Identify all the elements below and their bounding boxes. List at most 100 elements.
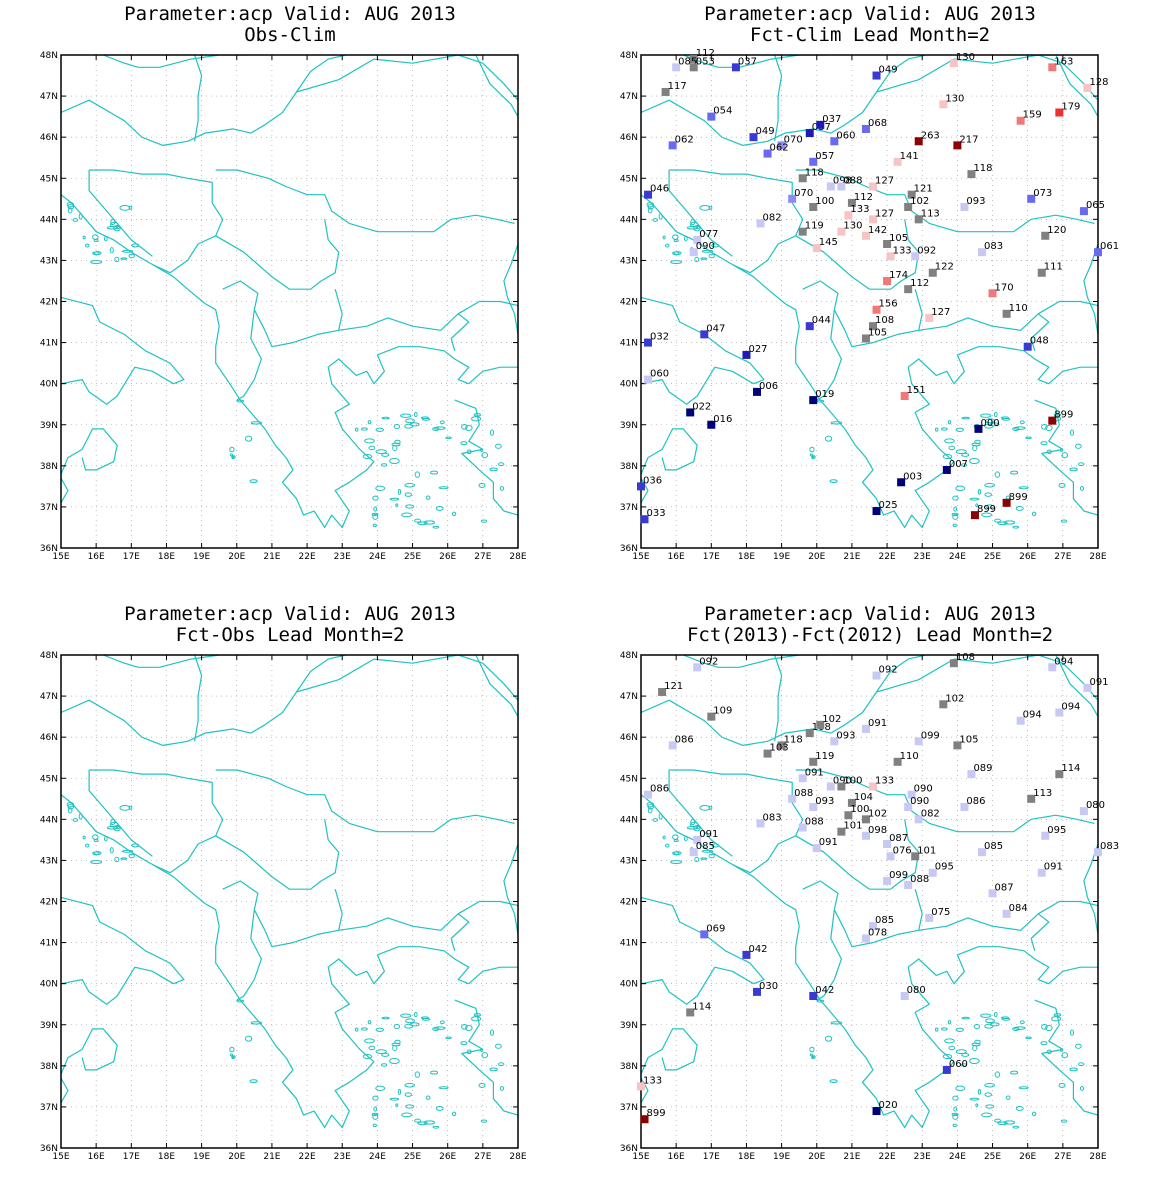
- station-value-label: 068: [868, 118, 887, 129]
- station-value-label: 263: [921, 130, 940, 141]
- station-marker: [861, 724, 870, 733]
- station-value-label: 094: [1054, 656, 1073, 667]
- lat-tick-label: 36N: [40, 1144, 58, 1154]
- station-marker: [640, 515, 649, 524]
- station-value-label: 080: [1086, 800, 1105, 811]
- station-value-label: 089: [973, 763, 992, 774]
- station-marker: [869, 782, 878, 791]
- station-marker: [953, 141, 962, 150]
- lon-tick-label: 18E: [158, 552, 175, 562]
- station-marker: [668, 141, 677, 150]
- station-value-label: 112: [696, 48, 715, 59]
- lat-tick-label: 44N: [620, 815, 638, 825]
- station-value-label: 036: [643, 475, 662, 486]
- station-value-label: 899: [1009, 492, 1028, 503]
- lon-tick-label: 21E: [843, 1152, 860, 1162]
- station-marker: [809, 157, 818, 166]
- station-marker: [977, 248, 986, 257]
- station-marker: [883, 239, 892, 248]
- lon-tick-label: 20E: [808, 1152, 825, 1162]
- station-marker: [809, 991, 818, 1000]
- map-fct-clim: 15E 16E 17E 18E 19E 20E 21E 22E 23E 24E 25E 26E 27E 2…: [620, 48, 1119, 562]
- lat-tick-label: 47N: [620, 92, 638, 102]
- lon-tick-label: 27E: [474, 552, 491, 562]
- station-marker: [1027, 794, 1036, 803]
- station-marker: [869, 182, 878, 191]
- station-value-label: 101: [843, 821, 862, 832]
- station-value-label: 027: [748, 344, 767, 355]
- lon-tick-label: 26E: [439, 1152, 456, 1162]
- station-value-label: 083: [1100, 841, 1119, 852]
- lat-tick-label: 38N: [40, 1062, 58, 1072]
- station-marker: [658, 687, 667, 696]
- map-obs-clim: 15E 16E 17E 18E 19E 20E 21E 22E 23E 24E 25E 26E 27E 2…: [40, 51, 527, 562]
- lon-tick-label: 24E: [369, 1152, 386, 1162]
- station-value-label: 092: [699, 656, 718, 667]
- station-marker: [928, 868, 937, 877]
- lon-tick-label: 20E: [228, 552, 245, 562]
- lat-tick-label: 46N: [40, 733, 58, 743]
- station-value-label: 025: [879, 500, 898, 511]
- lon-tick-label: 28E: [509, 552, 526, 562]
- lon-tick-label: 24E: [949, 1152, 966, 1162]
- station-value-label: 090: [910, 796, 929, 807]
- station-value-label: 060: [650, 369, 669, 380]
- lon-tick-label: 23E: [334, 1152, 351, 1162]
- station-value-label: 099: [921, 730, 940, 741]
- station-marker: [942, 1065, 951, 1074]
- station-value-label: 033: [647, 508, 666, 519]
- lat-tick-label: 39N: [40, 421, 58, 431]
- station-marker: [1002, 909, 1011, 918]
- station-marker: [693, 235, 702, 244]
- station-value-label: 087: [889, 833, 908, 844]
- station-value-label: 170: [995, 282, 1014, 293]
- station-value-label: 088: [805, 817, 824, 828]
- station-marker: [816, 120, 825, 129]
- station-marker: [872, 305, 881, 314]
- station-marker: [953, 741, 962, 750]
- lat-tick-label: 48N: [40, 651, 58, 661]
- station-marker: [644, 375, 653, 384]
- lon-tick-label: 23E: [914, 552, 931, 562]
- station-value-label: 098: [868, 825, 887, 836]
- panel-fct-obs: Parameter:acp Valid: AUG 2013 Fct-Obs Le…: [0, 600, 580, 1200]
- panel-subtitle: Fct(2013)-Fct(2012) Lead Month=2: [686, 624, 1054, 646]
- station-marker: [661, 87, 670, 96]
- lon-tick-label: 21E: [263, 552, 280, 562]
- station-marker: [861, 934, 870, 943]
- station-marker: [812, 844, 821, 853]
- station-marker: [1041, 831, 1050, 840]
- station-value-label: 093: [966, 196, 985, 207]
- lon-tick-label: 22E: [299, 552, 316, 562]
- station-marker: [689, 55, 698, 64]
- station-value-label: 130: [956, 52, 975, 63]
- panel-title: Parameter:acp Valid: AUG 2013: [704, 3, 1036, 25]
- lat-tick-label: 42N: [620, 298, 638, 308]
- station-value-label: 075: [931, 907, 950, 918]
- lon-tick-label: 16E: [88, 552, 105, 562]
- lon-tick-label: 18E: [158, 1152, 175, 1162]
- lon-tick-label: 27E: [474, 1152, 491, 1162]
- lon-tick-label: 20E: [808, 552, 825, 562]
- lon-tick-label: 17E: [703, 552, 720, 562]
- station-marker: [847, 798, 856, 807]
- station-marker: [1094, 248, 1102, 257]
- station-value-label: 090: [696, 241, 715, 252]
- station-value-label: 069: [706, 923, 725, 934]
- station-layer: 0920921080940911211021090940941081020910…: [637, 652, 1119, 1124]
- station-marker: [988, 289, 997, 298]
- lon-tick-label: 15E: [52, 552, 69, 562]
- station-value-label: 899: [977, 504, 996, 515]
- station-value-label: 130: [945, 93, 964, 104]
- station-value-label: 108: [875, 315, 894, 326]
- station-value-label: 127: [875, 175, 894, 186]
- station-marker: [798, 227, 807, 236]
- station-marker: [1079, 807, 1088, 816]
- lat-tick-label: 42N: [40, 898, 58, 908]
- lat-tick-label: 41N: [620, 339, 638, 349]
- station-value-label: 006: [759, 381, 778, 392]
- station-marker: [798, 823, 807, 832]
- station-marker: [904, 203, 913, 212]
- station-marker: [837, 227, 846, 236]
- station-value-label: 060: [949, 1059, 968, 1070]
